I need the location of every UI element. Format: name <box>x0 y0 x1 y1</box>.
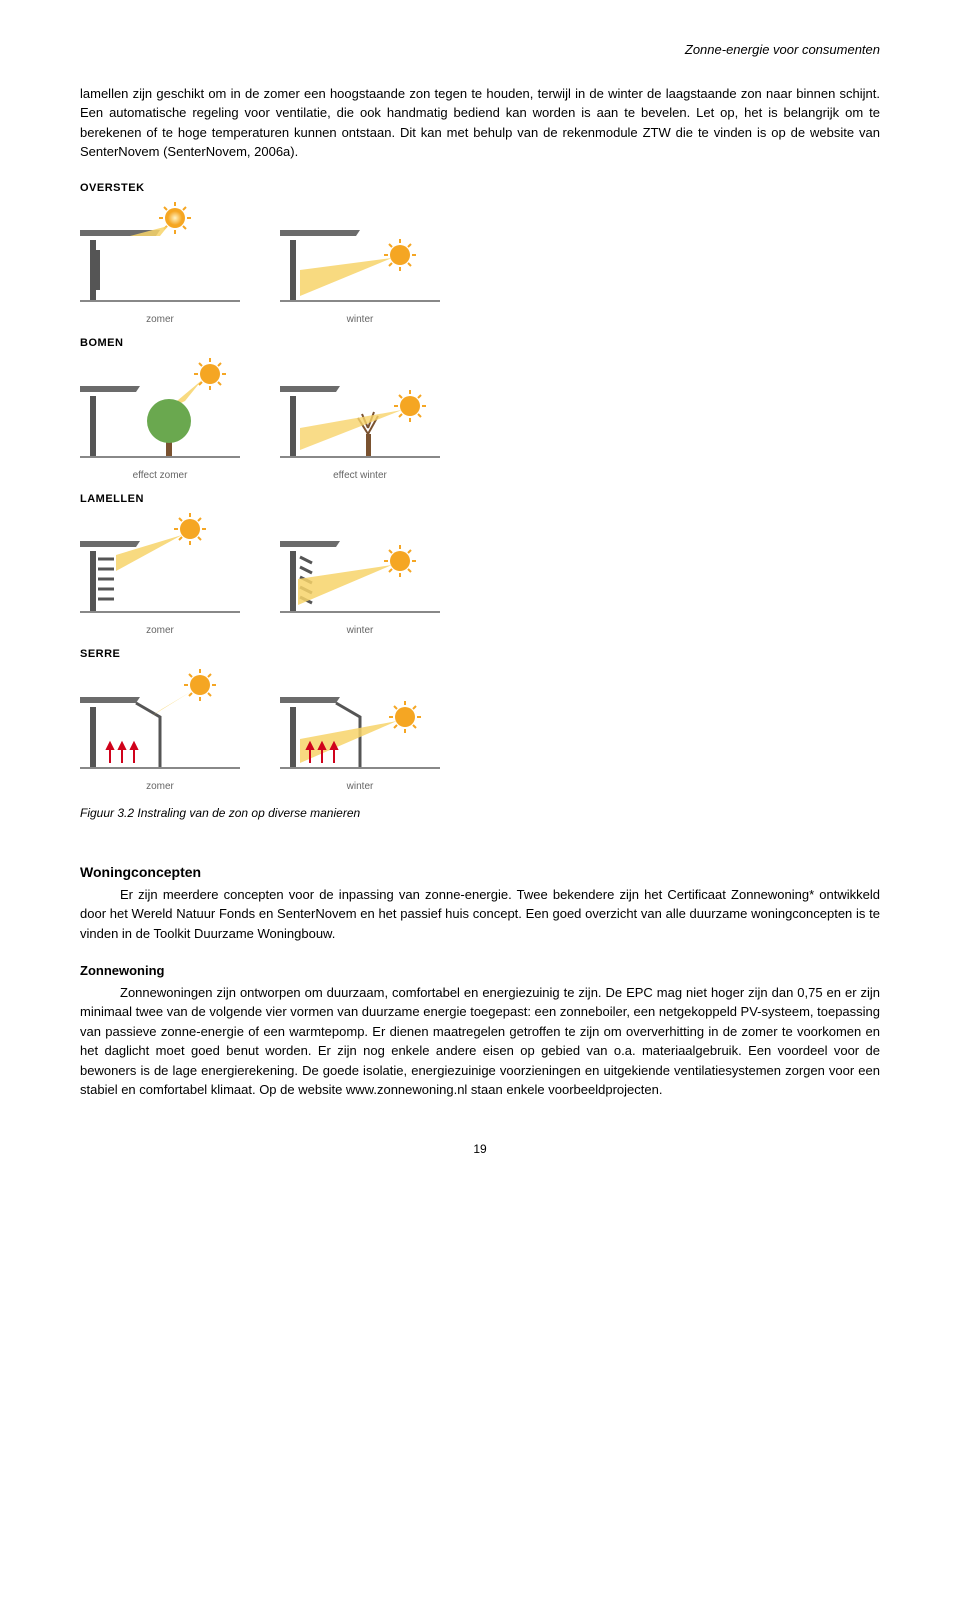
diagram-label: winter <box>280 623 440 638</box>
diagram-cell-serre-winter: winter <box>280 667 440 794</box>
diagram-group-title-2: LAMELLEN <box>80 491 880 508</box>
bomen-zomer-svg <box>80 356 240 466</box>
diagram-cell-overstek-winter: winter <box>280 200 440 327</box>
diagram-label: zomer <box>80 779 240 794</box>
paragraph-zonnewoning: Zonnewoningen zijn ontworpen om duurzaam… <box>80 983 880 1100</box>
diagram-label: effect zomer <box>80 468 240 483</box>
bomen-winter-svg <box>280 356 440 466</box>
diagram-row-serre: zomer <box>80 667 880 794</box>
diagram-row-lamellen: zomer <box>80 511 880 638</box>
serre-zomer-svg <box>80 667 240 777</box>
page-number: 19 <box>80 1140 880 1158</box>
diagram-figure: OVERSTEK <box>80 180 880 794</box>
diagram-label: effect winter <box>280 468 440 483</box>
serre-winter-svg <box>280 667 440 777</box>
diagram-row-bomen: effect zomer <box>80 356 880 483</box>
diagram-cell-bomen-winter: effect winter <box>280 356 440 483</box>
diagram-label: winter <box>280 779 440 794</box>
diagram-label: zomer <box>80 623 240 638</box>
diagram-group-title-1: BOMEN <box>80 335 880 352</box>
diagram-cell-overstek-zomer: zomer <box>80 200 240 327</box>
diagram-group-title-0: OVERSTEK <box>80 180 880 197</box>
figure-caption: Figuur 3.2 Instraling van de zon op dive… <box>80 804 880 822</box>
overstek-winter-svg <box>280 200 440 310</box>
diagram-cell-lamellen-zomer: zomer <box>80 511 240 638</box>
diagram-label: winter <box>280 312 440 327</box>
lamellen-zomer-svg <box>80 511 240 621</box>
overstek-zomer-svg <box>80 200 240 310</box>
diagram-cell-serre-zomer: zomer <box>80 667 240 794</box>
paragraph-1: lamellen zijn geschikt om in de zomer ee… <box>80 84 880 162</box>
diagram-cell-lamellen-winter: winter <box>280 511 440 638</box>
running-header: Zonne-energie voor consumenten <box>80 40 880 60</box>
diagram-label: zomer <box>80 312 240 327</box>
lamellen-winter-svg <box>280 511 440 621</box>
heading-woningconcepten: Woningconcepten <box>80 862 880 883</box>
diagram-group-title-3: SERRE <box>80 646 880 663</box>
paragraph-woningconcepten: Er zijn meerdere concepten voor de inpas… <box>80 885 880 944</box>
heading-zonnewoning: Zonnewoning <box>80 961 880 981</box>
diagram-cell-bomen-zomer: effect zomer <box>80 356 240 483</box>
diagram-row-overstek: zomer winter <box>80 200 880 327</box>
